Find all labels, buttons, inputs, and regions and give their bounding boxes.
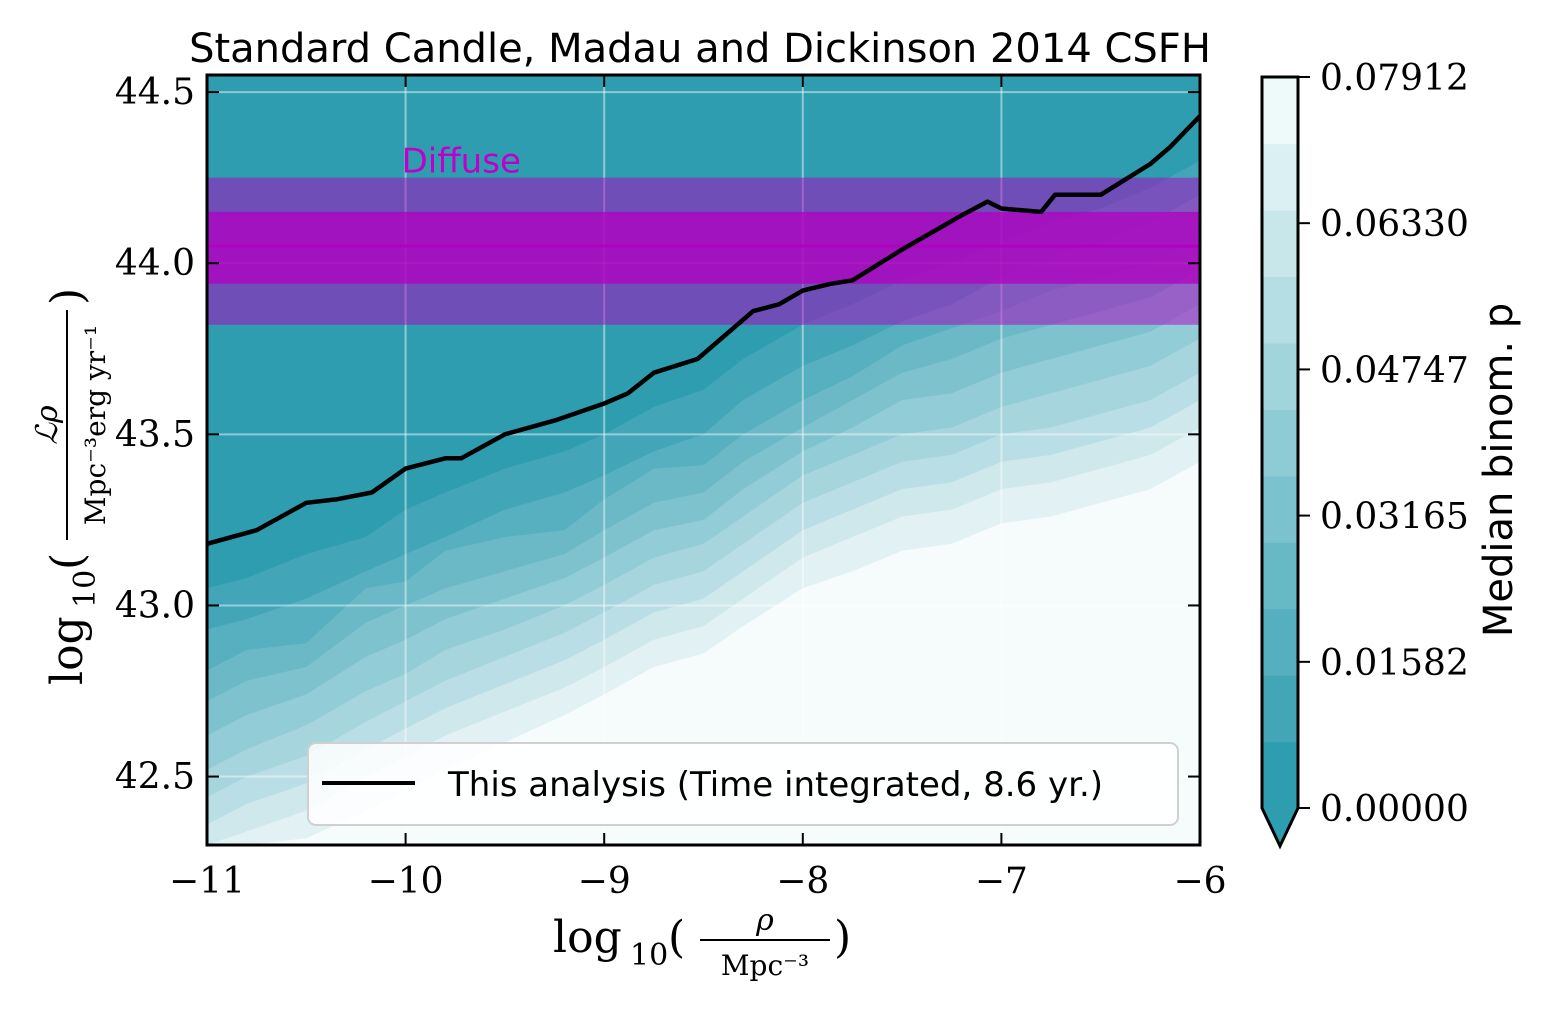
- annotation-diffuse: Diffuse: [402, 142, 521, 182]
- colorbar-tick-label-5: 0.07912: [1320, 58, 1469, 99]
- svg-text:Mpc⁻³erg yr⁻¹: Mpc⁻³erg yr⁻¹: [79, 325, 112, 525]
- svg-text:10: 10: [68, 570, 103, 608]
- colorbar: 0.00000 0.01582 0.03165 0.04747 0.06330 0.079…: [1260, 58, 1522, 850]
- svg-text:(: (: [42, 553, 93, 570]
- svg-text:ℒρ: ℒρ: [30, 405, 65, 445]
- y-tick-label-0: 42.5: [115, 757, 195, 798]
- colorbar-segment-4: [1262, 475, 1298, 543]
- x-tick-label-1: −10: [368, 861, 444, 902]
- legend-box: [307, 742, 1179, 826]
- x-tick-label-4: −7: [975, 861, 1028, 902]
- series-group: [207, 114, 1200, 546]
- colorbar-segment-6: [1262, 342, 1298, 410]
- colorbar-segment-0: [1262, 741, 1298, 809]
- colorbar-segment-2: [1262, 608, 1298, 676]
- y-tick-label-2: 43.5: [115, 414, 195, 455]
- colorbar-tick-label-3: 0.04747: [1320, 350, 1469, 391]
- colorbar-segment-8: [1262, 209, 1298, 277]
- chart-title: Standard Candle, Madau and Dickinson 201…: [189, 26, 1211, 72]
- band-inner-0: [207, 211, 1200, 284]
- colorbar-tick-label-1: 0.01582: [1320, 643, 1469, 684]
- colorbar-label: Median binom. p: [1476, 303, 1522, 637]
- x-tick-label-0: −11: [169, 861, 245, 902]
- colorbar-segment-3: [1262, 542, 1298, 610]
- axis-ticks: −11 −10 −9 −8 −7 −6 42.5 43.0 43.5 44.0 44.5: [115, 72, 1227, 902]
- svg-text:): ): [834, 912, 851, 963]
- diffuse-band: [207, 177, 1200, 325]
- legend-label-this-analysis: This analysis (Time integrated, 8.6 yr.): [447, 765, 1103, 805]
- colorbar-frame: [1260, 75, 1300, 850]
- colorbar-segment-10: [1262, 77, 1298, 145]
- svg-text:): ): [42, 288, 93, 305]
- x-tick-label-5: −6: [1173, 861, 1226, 902]
- y-tick-label-1: 43.0: [115, 585, 195, 626]
- colorbar-segment-5: [1262, 409, 1298, 477]
- y-tick-label-4: 44.5: [115, 72, 195, 113]
- svg-text:10: 10: [630, 938, 668, 973]
- plot-area: [207, 75, 1200, 845]
- svg-text:log: log: [42, 616, 93, 685]
- x-axis-label: log 10 ( ρ Mpc⁻³ ): [553, 903, 851, 982]
- colorbar-segment-7: [1262, 276, 1298, 344]
- colorbar-tick-label-2: 0.03165: [1320, 497, 1469, 538]
- svg-text:Mpc⁻³: Mpc⁻³: [721, 949, 809, 982]
- plot-frame: [205, 73, 1202, 847]
- svg-text:(: (: [668, 912, 685, 963]
- colorbar-extend-triangle: [1262, 808, 1298, 846]
- colorbar-segments: [1262, 77, 1298, 809]
- series-line-0: [207, 114, 1200, 546]
- y-tick-label-3: 44.0: [115, 243, 195, 284]
- colorbar-segment-1: [1262, 675, 1298, 743]
- colorbar-ticks: 0.00000 0.01582 0.03165 0.04747 0.06330 0.079…: [1298, 58, 1469, 830]
- legend: This analysis (Time integrated, 8.6 yr.): [307, 742, 1179, 826]
- y-axis-label: log 10 ( ℒρ Mpc⁻³erg yr⁻¹ ): [30, 288, 112, 685]
- svg-text:ρ: ρ: [755, 903, 774, 938]
- svg-text:log: log: [553, 912, 622, 963]
- x-tick-label-2: −9: [578, 861, 631, 902]
- colorbar-segment-9: [1262, 143, 1298, 211]
- colorbar-tick-label-0: 0.00000: [1320, 789, 1469, 830]
- colorbar-tick-label-4: 0.06330: [1320, 204, 1469, 245]
- x-tick-label-3: −8: [776, 861, 829, 902]
